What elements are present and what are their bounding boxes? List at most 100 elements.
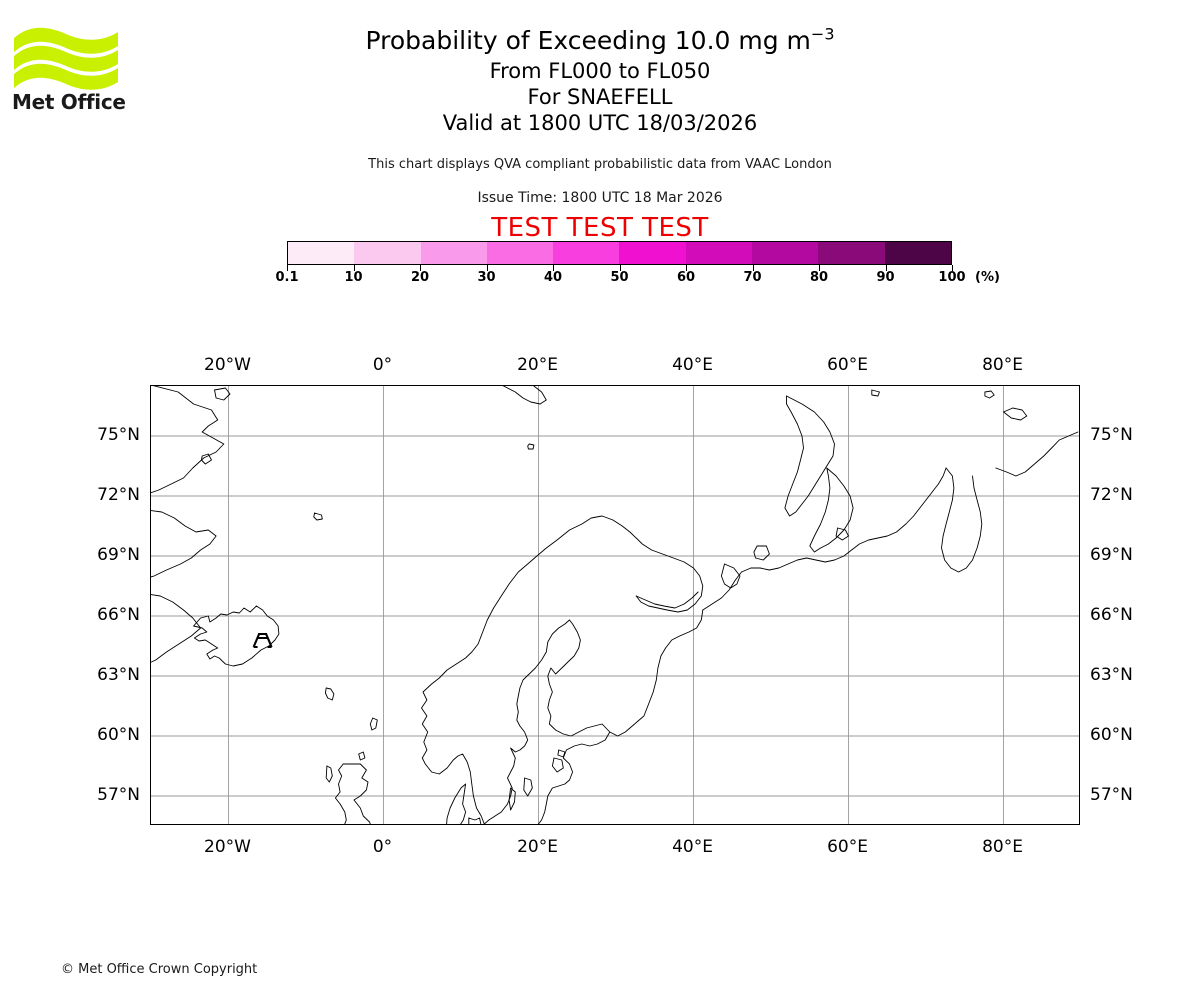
coastline-segment [753,545,770,561]
coastline-segment [527,443,535,450]
coastline-segment [720,563,741,589]
colorbar-label-40: 40 [543,270,563,285]
colorbar-tick-70 [752,265,754,271]
colorbar-tick-20 [420,265,421,271]
colorbar-tick-40 [553,265,554,271]
coastline-segment [342,763,371,824]
lon-tick-label-top: 40°E [672,355,713,375]
volcano-name-subtitle: For SNAEFELL [527,85,673,109]
coastline-segment [995,431,1079,477]
colorbar-label-20: 20 [410,270,430,285]
coastline-segment [468,817,482,824]
colorbar-swatch-9 [884,242,951,264]
colorbar-label-80: 80 [809,270,829,285]
met-office-logo [12,20,122,115]
colorbar-swatch-8 [818,242,885,264]
coastline-segment [151,510,217,578]
coastline-segment [446,783,467,824]
colorbar-tick-10 [353,265,355,271]
copyright-notice: © Met Office Crown Copyright [61,962,258,977]
colorbar-swatch-1 [354,242,421,264]
coastline-segment [809,467,854,553]
coastline-segment [941,467,983,573]
page-title: Probability of Exceeding 10.0 mg m−3 [0,24,1200,58]
lat-tick-label-right: 69°N [1090,545,1133,565]
lat-tick-label-right: 66°N [1090,605,1133,625]
lon-tick-label-bottom: 80°E [982,837,1023,857]
met-office-wordmark: Met Office [12,90,126,114]
coastline-segment [421,753,485,824]
colorbar-tick-50 [619,265,621,271]
lat-tick-label-left: 72°N [97,485,140,505]
lon-tick-label-top: 80°E [982,355,1023,375]
colorbar-ticks [287,265,953,272]
colorbar-tick-80 [819,265,820,271]
coastline-segment [557,749,566,758]
lon-tick-label-bottom: 40°E [672,837,713,857]
lon-tick-label-top: 20°E [517,355,558,375]
colorbar-label-0.1: 0.1 [275,270,299,285]
coastline-segment [483,619,570,824]
coastline-segment [214,387,231,401]
lon-tick-label-top: 0° [372,355,393,375]
colorbar-swatch-5 [619,242,686,264]
test-banner: TEST TEST TEST [491,213,709,243]
page-title-exponent: −3 [810,24,835,44]
colorbar-swatch-2 [420,242,487,264]
coastline-segment [702,467,947,611]
colorbar-swatch-6 [685,242,753,264]
coastline-segment [508,787,516,811]
lon-tick-label-bottom: 20°E [517,837,558,857]
colorbar-tick-30 [486,265,488,271]
coastline-segment [1003,407,1028,421]
colorbar-tick-labels: 0.1 10 20 30 40 50 60 70 80 90 100 [275,270,965,288]
lat-tick-label-right: 63°N [1090,665,1133,685]
lon-tick-label-bottom: 20°W [204,837,251,857]
lat-tick-label-left: 69°N [97,545,140,565]
coastline-segment [200,453,212,465]
coastline-segment [502,386,547,405]
colorbar-tick-60 [686,265,687,271]
lat-tick-label-left: 60°N [97,725,140,745]
coastline-segment [151,594,202,663]
coastline-segment [325,765,333,783]
coastline-segment [835,527,849,541]
map-gridlines [151,386,1079,824]
colorbar-label-70: 70 [743,270,762,285]
lat-tick-label-right: 75°N [1090,425,1133,445]
coastline-segment [609,609,704,737]
colorbar-label-60: 60 [676,270,696,285]
lat-tick-label-right: 72°N [1090,485,1133,505]
coastline-segment [784,395,835,517]
lon-tick-label-bottom: 60°E [827,837,868,857]
coastline-segment [334,763,347,824]
lon-tick-label-bottom: 0° [372,837,393,857]
met-office-waves-icon [14,27,118,90]
coastline-segment [537,619,611,824]
colorbar-tick-100 [952,265,953,271]
coastline-segment [324,687,335,701]
coastline-segment [369,717,378,731]
coastline-segment [151,386,225,494]
coastline-segment [635,591,699,609]
colorbar-swatch-3 [486,242,554,264]
colorbar-label-10: 10 [344,270,363,285]
issue-time: Issue Time: 1800 UTC 18 Mar 2026 [477,190,723,206]
lat-tick-label-left: 66°N [97,605,140,625]
coastline-segment [421,515,704,759]
coastline-segment [984,390,995,399]
map-area: 20°W 0° 20°E 40°E 60°E 80°E 20°W 0° 20°E 40°E 60°… [97,355,1133,857]
colorbar-tick-0.1 [287,265,288,271]
probability-colorbar: 0.1 10 20 30 40 50 60 70 80 90 100 [275,241,966,285]
volcano-icon [252,632,273,649]
lat-tick-label-right: 57°N [1090,785,1133,805]
coastline-segment [523,777,533,797]
colorbar-tick-90 [885,265,887,271]
coastline-segment [871,389,880,397]
colorbar-label-30: 30 [477,270,496,285]
qva-compliance-note: This chart displays QVA compliant probab… [368,157,832,172]
lon-tick-label-top: 60°E [827,355,868,375]
colorbar-swatch-0 [288,242,355,264]
map-frame[interactable] [150,385,1080,825]
coastline-segment [313,512,323,521]
